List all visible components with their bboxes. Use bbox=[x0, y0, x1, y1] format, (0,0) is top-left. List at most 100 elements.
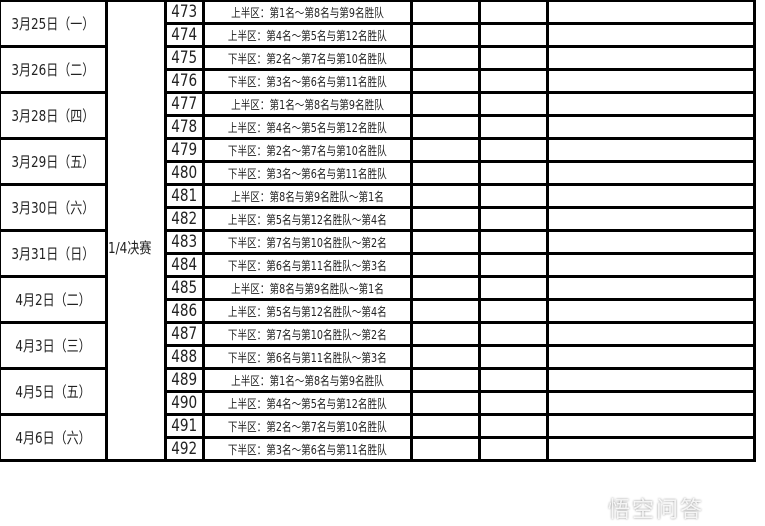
table-row: 480 下半区：第3名～第6名与第11名胜队 bbox=[0, 160, 756, 186]
game-number: 492 bbox=[163, 436, 205, 462]
game-number: 481 bbox=[163, 183, 205, 209]
table-row: 482 上半区：第5名与第12名胜队～第4名 bbox=[0, 206, 756, 232]
empty-cell bbox=[409, 206, 481, 232]
matchup-description: 下半区：第3名～第6名与第11名胜队 bbox=[201, 68, 413, 94]
table-row: 486 上半区：第5名与第12名胜队～第4名 bbox=[0, 298, 756, 324]
empty-cell bbox=[545, 390, 756, 416]
empty-cell bbox=[409, 252, 481, 278]
empty-cell bbox=[545, 137, 756, 163]
empty-cell bbox=[409, 137, 481, 163]
game-number: 484 bbox=[163, 252, 205, 278]
empty-cell bbox=[545, 321, 756, 347]
empty-cell bbox=[477, 344, 549, 370]
matchup-description: 下半区：第7名与第10名胜队～第2名 bbox=[201, 229, 413, 255]
matchup-description: 下半区：第3名～第6名与第11名胜队 bbox=[201, 436, 413, 462]
table-row: 4月5日（五） 489 上半区：第1名～第8名与第9名胜队 bbox=[0, 367, 756, 416]
date-cell: 4月6日（六） bbox=[0, 413, 108, 462]
table-row: 488 下半区：第6名与第11名胜队～第3名 bbox=[0, 344, 756, 370]
empty-cell bbox=[477, 45, 549, 71]
empty-cell bbox=[409, 436, 481, 462]
empty-cell bbox=[545, 45, 756, 71]
date-cell: 3月30日（六） bbox=[0, 183, 108, 232]
table-row: 474 上半区：第4名～第5名与第12名胜队 bbox=[0, 22, 756, 48]
matchup-description: 下半区：第7名与第10名胜队～第2名 bbox=[201, 321, 413, 347]
empty-cell bbox=[477, 0, 549, 25]
game-number: 480 bbox=[163, 160, 205, 186]
table-row: 490 上半区：第4名～第5名与第12名胜队 bbox=[0, 390, 756, 416]
game-number: 473 bbox=[163, 0, 205, 25]
game-number: 474 bbox=[163, 22, 205, 48]
matchup-description: 下半区：第2名～第7名与第10名胜队 bbox=[201, 413, 413, 439]
table-row: 3月30日（六） 481 上半区：第8名与第9名胜队～第1名 bbox=[0, 183, 756, 232]
empty-cell bbox=[545, 344, 756, 370]
game-number: 487 bbox=[163, 321, 205, 347]
matchup-description: 上半区：第8名与第9名胜队～第1名 bbox=[201, 183, 413, 209]
empty-cell bbox=[409, 0, 481, 25]
empty-cell bbox=[409, 275, 481, 301]
stage-cell: 1/4决赛 bbox=[104, 0, 167, 462]
empty-cell bbox=[545, 436, 756, 462]
table-row: 3月25日（一） 1/4决赛 473 上半区：第1名～第8名与第9名胜队 bbox=[0, 0, 756, 462]
game-number: 479 bbox=[163, 137, 205, 163]
matchup-description: 上半区：第1名～第8名与第9名胜队 bbox=[201, 367, 413, 393]
empty-cell bbox=[409, 68, 481, 94]
game-number: 486 bbox=[163, 298, 205, 324]
date-cell: 4月5日（五） bbox=[0, 367, 108, 416]
empty-cell bbox=[545, 252, 756, 278]
matchup-description: 下半区：第2名～第7名与第10名胜队 bbox=[201, 137, 413, 163]
game-number: 489 bbox=[163, 367, 205, 393]
matchup-description: 上半区：第4名～第5名与第12名胜队 bbox=[201, 114, 413, 140]
empty-cell bbox=[477, 436, 549, 462]
matchup-description: 上半区：第4名～第5名与第12名胜队 bbox=[201, 22, 413, 48]
empty-cell bbox=[409, 367, 481, 393]
empty-cell bbox=[477, 252, 549, 278]
empty-cell bbox=[545, 298, 756, 324]
empty-cell bbox=[409, 114, 481, 140]
schedule-table: 3月25日（一） 1/4决赛 473 上半区：第1名～第8名与第9名胜队 474 上半区：… bbox=[0, 0, 756, 462]
empty-cell bbox=[409, 390, 481, 416]
game-number: 475 bbox=[163, 45, 205, 71]
empty-cell bbox=[477, 114, 549, 140]
game-number: 478 bbox=[163, 114, 205, 140]
empty-cell bbox=[409, 344, 481, 370]
game-number: 490 bbox=[163, 390, 205, 416]
empty-cell bbox=[545, 413, 756, 439]
table-row: 492 下半区：第3名～第6名与第11名胜队 bbox=[0, 436, 756, 462]
date-cell: 3月28日（四） bbox=[0, 91, 108, 140]
empty-cell bbox=[409, 413, 481, 439]
empty-cell bbox=[545, 91, 756, 117]
empty-cell bbox=[477, 183, 549, 209]
empty-cell bbox=[545, 183, 756, 209]
empty-cell bbox=[477, 390, 549, 416]
table-row: 3月31日（日） 483 下半区：第7名与第10名胜队～第2名 bbox=[0, 229, 756, 278]
game-number: 477 bbox=[163, 91, 205, 117]
empty-cell bbox=[477, 321, 549, 347]
empty-cell bbox=[545, 229, 756, 255]
empty-cell bbox=[409, 298, 481, 324]
empty-cell bbox=[409, 91, 481, 117]
empty-cell bbox=[409, 183, 481, 209]
empty-cell bbox=[545, 206, 756, 232]
matchup-description: 上半区：第1名～第8名与第9名胜队 bbox=[201, 91, 413, 117]
table-row: 484 下半区：第6名与第11名胜队～第3名 bbox=[0, 252, 756, 278]
matchup-description: 上半区：第4名～第5名与第12名胜队 bbox=[201, 390, 413, 416]
empty-cell bbox=[545, 0, 756, 25]
game-number: 488 bbox=[163, 344, 205, 370]
table-row: 476 下半区：第3名～第6名与第11名胜队 bbox=[0, 68, 756, 94]
empty-cell bbox=[545, 114, 756, 140]
date-cell: 3月31日（日） bbox=[0, 229, 108, 278]
empty-cell bbox=[477, 91, 549, 117]
table-row: 3月29日（五） 479 下半区：第2名～第7名与第10名胜队 bbox=[0, 137, 756, 186]
game-number: 482 bbox=[163, 206, 205, 232]
matchup-description: 上半区：第5名与第12名胜队～第4名 bbox=[201, 206, 413, 232]
empty-cell bbox=[409, 22, 481, 48]
date-cell: 3月29日（五） bbox=[0, 137, 108, 186]
table-row: 478 上半区：第4名～第5名与第12名胜队 bbox=[0, 114, 756, 140]
matchup-description: 下半区：第6名与第11名胜队～第3名 bbox=[201, 344, 413, 370]
matchup-description: 下半区：第2名～第7名与第10名胜队 bbox=[201, 45, 413, 71]
matchup-description: 下半区：第6名与第11名胜队～第3名 bbox=[201, 252, 413, 278]
date-cell: 3月26日（二） bbox=[0, 45, 108, 94]
game-number: 491 bbox=[163, 413, 205, 439]
matchup-description: 下半区：第3名～第6名与第11名胜队 bbox=[201, 160, 413, 186]
watermark-logo: 悟空问答 bbox=[608, 498, 705, 523]
